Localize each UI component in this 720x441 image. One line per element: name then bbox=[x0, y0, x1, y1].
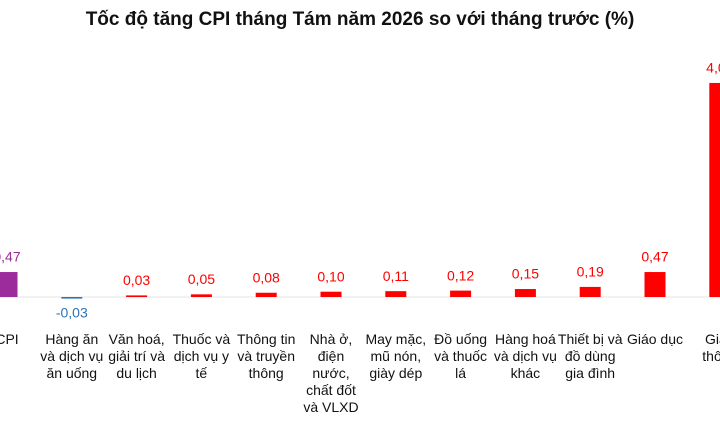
value-label: 0,08 bbox=[253, 269, 280, 285]
x-tick-label: Văn hoá, giải trí và du lịch bbox=[108, 331, 165, 381]
bar bbox=[450, 290, 472, 297]
bar bbox=[644, 272, 666, 297]
x-tick-label-box: Thuốc và dịch vụ y tế bbox=[172, 331, 231, 381]
x-tick-label-box: Giao thông bbox=[702, 331, 720, 364]
x-tick-label-box: Văn hoá, giải trí và du lịch bbox=[108, 331, 165, 381]
value-label: 4,03 bbox=[706, 60, 720, 76]
x-tick-label: CPI bbox=[0, 331, 19, 347]
bar bbox=[514, 289, 536, 297]
x-tick-label-box: Hàng hoá và dịch vụ khác bbox=[493, 331, 557, 381]
value-label: 0,47 bbox=[0, 249, 21, 265]
bar bbox=[709, 82, 720, 297]
x-tick-label-box: Thông tin và truyền thông bbox=[237, 331, 296, 381]
x-tick-label: Giáo dục bbox=[626, 331, 684, 347]
x-tick-label-box: Nhà ở, điện nước, chất đốt và VLXD bbox=[303, 331, 359, 415]
x-tick-label-box: Giáo dục bbox=[626, 331, 684, 347]
x-tick-label: Đồ uống và thuốc lá bbox=[434, 331, 488, 381]
x-tick-label: Thiết bị và đồ dùng gia đình bbox=[557, 331, 623, 381]
x-tick-label: Hàng hoá và dịch vụ khác bbox=[493, 331, 557, 381]
bar bbox=[579, 286, 601, 297]
x-tick-label: Thông tin và truyền thông bbox=[237, 331, 296, 381]
chart-title: Tốc độ tăng CPI tháng Tám năm 2026 so vớ… bbox=[86, 9, 635, 30]
x-tick-label: May mặc, mũ nón, giày dép bbox=[365, 331, 427, 381]
value-label: 0,10 bbox=[317, 268, 344, 284]
x-tick-label-box: Thiết bị và đồ dùng gia đình bbox=[557, 331, 623, 381]
x-tick-label: Giao thông bbox=[702, 331, 720, 364]
bar bbox=[61, 297, 83, 299]
x-tick-label: Hàng ăn và dịch vụ ăn uống bbox=[40, 331, 104, 381]
value-label: 0,12 bbox=[447, 267, 474, 283]
bar bbox=[255, 292, 277, 297]
x-tick-label-box: Hàng ăn và dịch vụ ăn uống bbox=[40, 331, 104, 381]
value-label: 0,15 bbox=[512, 266, 539, 282]
x-tick-label-box: Đồ uống và thuốc lá bbox=[434, 331, 488, 381]
value-label: 0,19 bbox=[577, 264, 604, 280]
bar bbox=[385, 291, 407, 297]
x-tick-label-box: CPI bbox=[0, 331, 19, 347]
x-tick-label-box: May mặc, mũ nón, giày dép bbox=[365, 331, 427, 381]
value-label: 0,05 bbox=[188, 271, 215, 287]
value-label: -0,03 bbox=[56, 305, 88, 321]
value-label: 0,47 bbox=[641, 249, 668, 265]
bar bbox=[126, 295, 148, 297]
x-tick-label: Nhà ở, điện nước, chất đốt và VLXD bbox=[303, 331, 359, 415]
value-label: 0,03 bbox=[123, 272, 150, 288]
bar bbox=[190, 294, 212, 297]
bar bbox=[0, 272, 18, 297]
x-tick-label: Thuốc và dịch vụ y tế bbox=[172, 331, 231, 381]
bar bbox=[320, 291, 342, 297]
value-label: 0,11 bbox=[383, 268, 409, 284]
